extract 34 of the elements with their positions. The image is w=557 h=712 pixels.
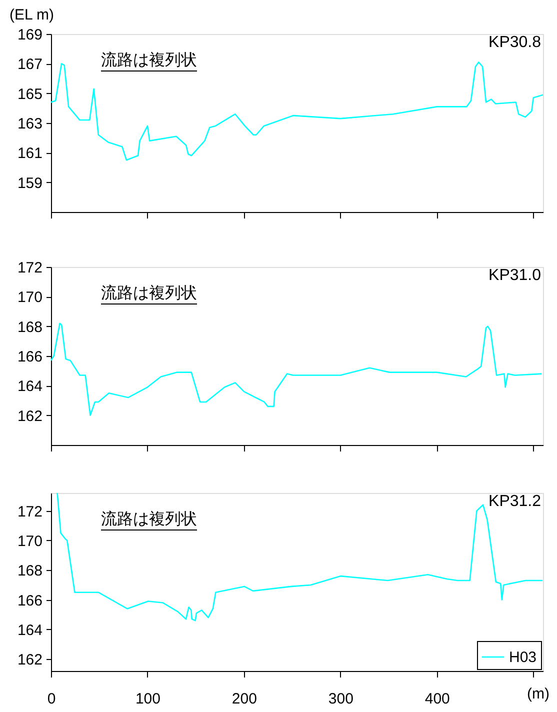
y-tick-label: 159 <box>17 174 42 192</box>
y-tick-label: 170 <box>17 289 42 306</box>
y-tick-label: 161 <box>17 145 42 162</box>
y-axis-title: (EL m) <box>10 6 54 24</box>
annotation: KP30.8 <box>488 34 542 51</box>
y-tick-label: 168 <box>17 562 42 580</box>
y-tick-label: 163 <box>17 116 42 132</box>
y-tick-label: 164 <box>17 622 42 639</box>
x-tick-label: 300 <box>328 690 354 708</box>
annotation: 流路は複列状 <box>101 284 197 302</box>
y-tick-label: 170 <box>17 532 42 550</box>
y-tick-label: 168 <box>17 318 42 336</box>
y-tick-label: 167 <box>17 56 42 74</box>
y-tick-label: 166 <box>17 592 42 610</box>
annotation: 流路は複列状 <box>101 510 197 528</box>
x-axis-title: (m) <box>527 686 550 702</box>
x-tick-label: 400 <box>424 690 450 708</box>
y-tick-label: 164 <box>17 378 42 396</box>
annotation: KP31.0 <box>488 267 542 284</box>
y-tick-label: 172 <box>17 260 42 276</box>
y-tick-label: 169 <box>17 26 42 44</box>
y-tick-label: 172 <box>17 503 42 520</box>
y-tick-label: 162 <box>17 408 42 425</box>
line-series <box>56 493 543 622</box>
legend-label: H03 <box>509 649 537 666</box>
y-tick-label: 165 <box>17 86 42 103</box>
x-tick-label: 100 <box>135 690 160 708</box>
annotation: KP31.2 <box>488 493 542 510</box>
annotation: 流路は複列状 <box>101 51 197 69</box>
x-tick-label: 0 <box>47 690 56 708</box>
y-tick-label: 162 <box>17 652 42 669</box>
x-tick-label: 200 <box>232 690 257 708</box>
line-series <box>51 322 542 416</box>
y-tick-label: 166 <box>17 348 42 366</box>
